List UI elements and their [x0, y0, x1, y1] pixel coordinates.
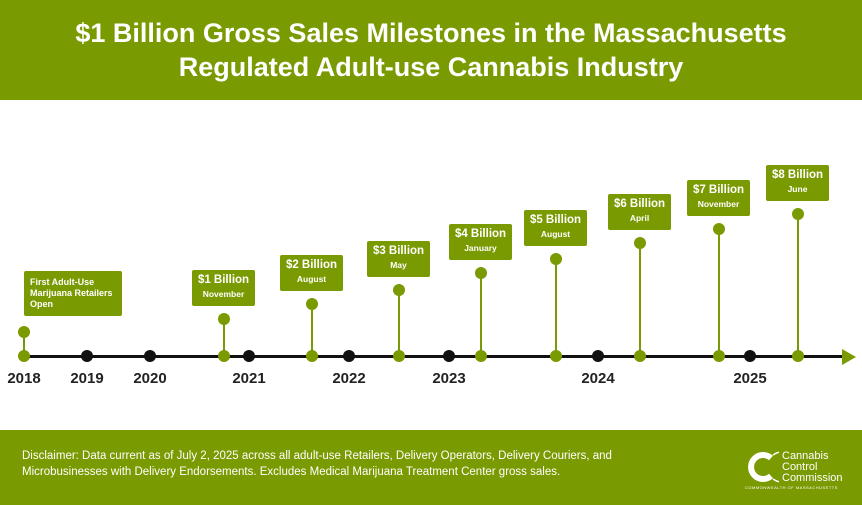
first-retail-box: First Adult-Use Marijuana Retailers Open — [24, 271, 122, 316]
milestone-amount: $5 Billion — [529, 214, 582, 226]
year-label: 2024 — [581, 370, 615, 387]
milestone-dot — [393, 284, 405, 296]
title-line-2: Regulated Adult-use Cannabis Industry — [178, 52, 684, 82]
milestone-stem — [555, 259, 557, 356]
milestone-amount: $1 Billion — [197, 274, 250, 286]
milestone-amount: $8 Billion — [771, 169, 824, 181]
year-dot — [81, 350, 93, 362]
milestone-box: $2 Billion August — [280, 255, 343, 291]
milestone-month: August — [540, 229, 571, 239]
year-dot — [343, 350, 355, 362]
milestone-stem — [311, 304, 313, 356]
axis-dot — [218, 350, 230, 362]
milestone-month: April — [629, 213, 650, 223]
ccc-logo: Cannabis Control Commission — [745, 450, 843, 484]
milestone-stem — [639, 243, 641, 356]
milestone-stem — [797, 214, 799, 356]
axis-dot — [18, 350, 30, 362]
arrow-head-icon — [842, 349, 856, 365]
milestone-box: $6 Billion April — [608, 194, 671, 230]
milestone-amount: $6 Billion — [613, 198, 666, 210]
axis-dot — [393, 350, 405, 362]
milestone-box: $5 Billion August — [524, 210, 587, 246]
milestone-dot — [475, 267, 487, 279]
logo-line: Control — [782, 460, 818, 473]
milestone-box: $1 Billion November — [192, 270, 255, 306]
milestone-stem — [480, 273, 482, 356]
year-label: 2019 — [70, 370, 104, 387]
axis-dot — [550, 350, 562, 362]
milestone-dot — [218, 313, 230, 325]
milestone-dot — [634, 237, 646, 249]
axis-dot — [792, 350, 804, 362]
year-dot — [744, 350, 756, 362]
milestone-dot — [306, 298, 318, 310]
milestone-stem — [223, 319, 225, 356]
timeline-axis — [24, 355, 844, 358]
milestone-box: $4 Billion January — [449, 224, 512, 260]
milestone-amount: $3 Billion — [372, 245, 425, 257]
milestone-box: $7 Billion November — [687, 180, 750, 216]
milestone-box: $3 Billion May — [367, 241, 430, 277]
milestone-month: May — [390, 260, 407, 270]
logo-line: Cannabis — [782, 449, 829, 462]
year-label: 2025 — [733, 370, 767, 387]
marker-dot — [18, 326, 30, 338]
milestone-month: November — [202, 289, 245, 299]
year-label: 2021 — [232, 370, 266, 387]
header-banner: $1 Billion Gross Sales Milestones in the… — [0, 0, 862, 100]
logo-subtitle: COMMONWEALTH OF MASSACHUSETTS — [745, 485, 838, 490]
year-label: 2020 — [133, 370, 167, 387]
year-dot — [592, 350, 604, 362]
ccc-logo-icon — [748, 451, 779, 483]
axis-dot — [475, 350, 487, 362]
milestone-month: November — [697, 199, 740, 209]
year-dot — [243, 350, 255, 362]
milestone-dot — [792, 208, 804, 220]
milestone-month: January — [464, 243, 497, 253]
axis-dot — [634, 350, 646, 362]
milestone-dot — [550, 253, 562, 265]
axis-dot — [306, 350, 318, 362]
axis-dot — [713, 350, 725, 362]
disclaimer: Disclaimer: Data current as of July 2, 2… — [22, 450, 612, 478]
milestone-dot — [713, 223, 725, 235]
title-line-1: $1 Billion Gross Sales Milestones in the… — [75, 18, 787, 48]
milestone-amount: $4 Billion — [454, 228, 507, 240]
logo-line: Commission — [782, 471, 843, 484]
milestone-box: $8 Billion June — [766, 165, 829, 201]
year-label: 2018 — [7, 370, 41, 387]
milestone-stem — [718, 229, 720, 356]
milestone-month: June — [787, 184, 808, 194]
year-label: 2023 — [432, 370, 466, 387]
stem — [23, 332, 25, 356]
milestone-stem — [398, 290, 400, 356]
milestone-month: August — [296, 274, 327, 284]
milestone-amount: $7 Billion — [692, 184, 745, 196]
year-dot — [144, 350, 156, 362]
year-label: 2022 — [332, 370, 366, 387]
year-dot — [443, 350, 455, 362]
milestone-amount: $2 Billion — [285, 259, 338, 271]
footer: Disclaimer: Data current as of July 2, 2… — [0, 430, 862, 505]
